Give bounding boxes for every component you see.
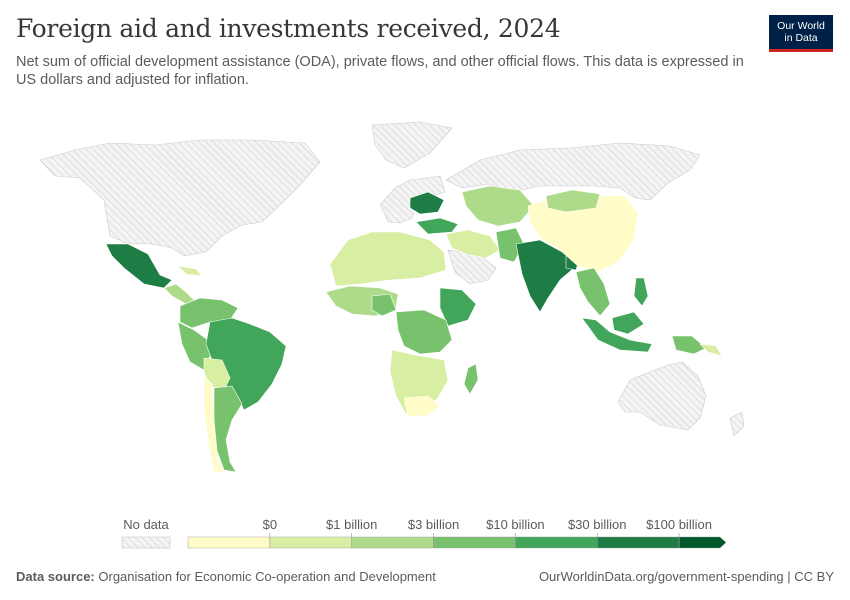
legend-tick-label: $30 billion [568, 517, 627, 532]
region-mexico[interactable] [105, 243, 173, 289]
region-pacific-islands[interactable] [699, 343, 723, 357]
region-middle-east[interactable] [445, 229, 501, 259]
region-turkey[interactable] [415, 217, 459, 235]
legend-bin-7[interactable] [678, 536, 727, 549]
region-mongolia[interactable] [545, 189, 601, 213]
logo-line-1: Our World [777, 20, 825, 32]
region-central-asia[interactable] [461, 185, 535, 227]
legend-bin-6[interactable] [597, 536, 680, 549]
source-text[interactable]: Organisation for Economic Co-operation a… [98, 569, 436, 584]
region-southeast-asia[interactable] [575, 267, 611, 317]
region-north-africa[interactable] [329, 231, 447, 287]
chart-subtitle: Net sum of official development assistan… [16, 54, 744, 88]
legend-tick-label: $3 billion [408, 517, 459, 532]
region-new-zealand[interactable] [729, 411, 745, 437]
source-label: Data source: [16, 569, 95, 584]
region-indonesia-east[interactable] [611, 311, 645, 335]
footer: Data source: Organisation for Economic C… [16, 569, 834, 584]
region-central-africa[interactable] [395, 309, 453, 355]
logo-line-2: in Data [784, 32, 818, 44]
chart-title: Foreign aid and investments received, 20… [16, 14, 561, 43]
region-chile[interactable] [203, 375, 225, 473]
region-indonesia[interactable] [581, 317, 653, 353]
legend-tick-label: $100 billion [646, 517, 712, 532]
legend-bin-3[interactable] [351, 536, 434, 549]
map-legend: No data $0 $1 billion $3 billion $10 billio… [121, 517, 727, 549]
region-north-america[interactable] [39, 139, 321, 257]
region-philippines[interactable] [633, 277, 649, 307]
region-greenland[interactable] [371, 121, 453, 169]
region-png[interactable] [671, 335, 707, 355]
region-central-america[interactable] [163, 283, 197, 305]
region-india[interactable] [515, 239, 575, 313]
region-madagascar[interactable] [463, 363, 479, 395]
region-caribbean[interactable] [177, 265, 203, 277]
legend-no-data-label: No data [123, 517, 169, 532]
world-map [39, 121, 745, 473]
legend-tick-label: $0 [263, 517, 277, 532]
region-south-africa[interactable] [403, 395, 441, 417]
legend-bin-2[interactable] [269, 536, 352, 549]
region-east-africa[interactable] [439, 287, 477, 327]
region-nigeria[interactable] [371, 293, 397, 317]
legend-bin-1[interactable] [187, 536, 271, 549]
region-ukraine[interactable] [409, 191, 445, 215]
region-australia[interactable] [617, 361, 707, 431]
legend-bin-5[interactable] [515, 536, 598, 549]
legend-no-data-swatch [121, 536, 171, 549]
legend-bin-4[interactable] [433, 536, 516, 549]
owid-logo[interactable]: Our World in Data [769, 15, 833, 52]
legend-tick-label: $1 billion [326, 517, 377, 532]
legend-tick-label: $10 billion [486, 517, 545, 532]
source-url[interactable]: OurWorldinData.org/government-spending |… [538, 569, 834, 584]
